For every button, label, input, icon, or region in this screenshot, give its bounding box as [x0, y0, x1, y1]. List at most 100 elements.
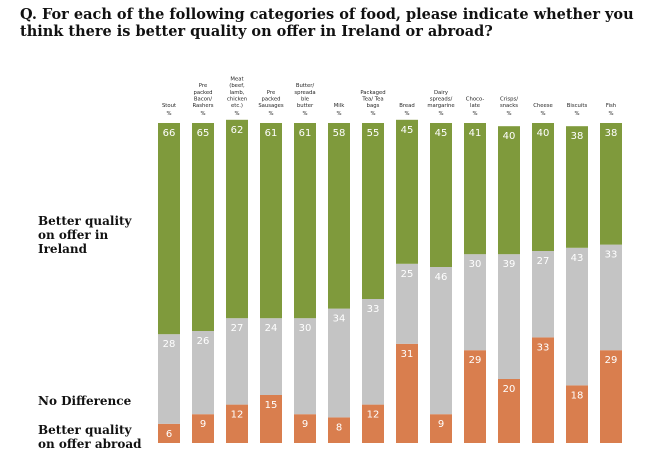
bar-segment-ireland [226, 119, 248, 319]
category-label: Pre [199, 83, 207, 89]
bar-segment-abroad [566, 385, 588, 443]
bar-segment-ireland [362, 123, 384, 299]
category-label: spreads/ [430, 96, 453, 102]
legend-label-no-difference: No Difference [38, 394, 131, 408]
bar-segment-abroad [600, 350, 622, 443]
bar-segment-no-difference [498, 254, 520, 379]
category-label: Butter/ [296, 83, 315, 89]
percent-label: % [608, 111, 613, 117]
category-label: Dairy [434, 90, 448, 96]
legend-label-line: on offer abroad [38, 437, 142, 451]
data-label: 24 [265, 323, 278, 334]
bar-segment-no-difference [600, 244, 622, 351]
bar-segment-ireland [192, 123, 214, 331]
bar-segment-no-difference [158, 334, 180, 424]
data-label: 45 [435, 128, 448, 139]
bar-segment-no-difference [260, 318, 282, 395]
legend-label-line: Better quality [38, 423, 132, 437]
bar-segment-no-difference [328, 308, 350, 418]
bar-segment-no-difference [396, 263, 418, 344]
bar-segment-abroad [158, 423, 180, 443]
percent-label: % [540, 111, 545, 117]
percent-label: % [472, 111, 477, 117]
category-label: Stout [162, 103, 176, 109]
bar-segment-ireland [566, 126, 588, 248]
category-label: spreada [294, 90, 315, 96]
bar-segment-abroad [498, 379, 520, 443]
percent-label: % [506, 111, 511, 117]
bar-segment-abroad [464, 350, 486, 443]
data-label: 8 [336, 422, 342, 433]
bar-segment-abroad [226, 404, 248, 443]
data-label: 12 [367, 410, 380, 421]
data-label: 30 [469, 259, 482, 270]
data-label: 15 [265, 400, 278, 411]
data-label: 28 [163, 339, 176, 350]
data-label: 33 [367, 304, 380, 315]
bar-segment-ireland [532, 123, 554, 251]
bar-segment-abroad [396, 343, 418, 443]
category-label: Milk [334, 103, 346, 109]
category-label: lamb, [230, 90, 245, 96]
bar-segment-ireland [260, 123, 282, 319]
bar-segment-ireland [464, 123, 486, 255]
data-label: 40 [537, 128, 550, 139]
bar-segment-no-difference [192, 331, 214, 415]
bar-segment-abroad [362, 404, 384, 443]
data-label: 20 [503, 384, 516, 395]
data-label: 46 [435, 272, 448, 283]
data-label: 43 [571, 253, 584, 264]
category-label: Meat [230, 77, 243, 83]
percent-label: % [574, 111, 579, 117]
category-label: Pre [267, 90, 275, 96]
category-label: bags [367, 103, 380, 109]
bar-segment-ireland [328, 123, 350, 309]
data-label: 62 [231, 125, 244, 136]
data-label: 25 [401, 269, 414, 280]
data-label: 39 [503, 259, 516, 270]
data-label: 61 [265, 128, 278, 139]
data-label: 9 [302, 419, 308, 430]
category-label: Fish [606, 103, 616, 109]
bar-segment-no-difference [294, 318, 316, 415]
data-label: 61 [299, 128, 312, 139]
percent-label: % [234, 111, 239, 117]
legend-label-ireland: Better quality on offer in Ireland [38, 214, 132, 256]
category-label: Cheese [533, 103, 553, 109]
bar-segment-abroad [532, 337, 554, 443]
data-label: 26 [197, 336, 210, 347]
bar-segment-ireland [498, 126, 520, 255]
data-label: 41 [469, 128, 482, 139]
category-label: etc.) [231, 103, 243, 109]
bar-segment-abroad [192, 414, 214, 443]
category-label: ble [301, 96, 309, 102]
percent-label: % [438, 111, 443, 117]
percent-label: % [166, 111, 171, 117]
category-label: Packaged [360, 90, 385, 96]
legend-label-line: Better quality [38, 214, 132, 228]
bar-segment-no-difference [532, 251, 554, 338]
data-label: 29 [469, 355, 482, 366]
category-label: snacks [500, 103, 518, 109]
category-label: Biscuits [567, 103, 588, 109]
data-label: 40 [503, 131, 516, 142]
data-label: 12 [231, 410, 244, 421]
bar-segment-ireland [396, 119, 418, 264]
data-label: 55 [367, 128, 380, 139]
percent-label: % [370, 111, 375, 117]
bar-segment-ireland [294, 123, 316, 319]
percent-label: % [200, 111, 205, 117]
bar-segment-abroad [430, 414, 452, 443]
category-label: (beef, [229, 83, 245, 89]
bar-segment-no-difference [362, 299, 384, 405]
category-label: Sausages [258, 103, 284, 109]
data-label: 45 [401, 125, 414, 136]
data-label: 27 [537, 256, 550, 267]
legend-label-line: No Difference [38, 394, 132, 408]
data-label: 29 [605, 355, 618, 366]
bar-segment-ireland [430, 123, 452, 267]
category-label: Choco- [466, 96, 485, 102]
category-label: chicken [227, 96, 247, 102]
data-label: 33 [537, 342, 550, 353]
